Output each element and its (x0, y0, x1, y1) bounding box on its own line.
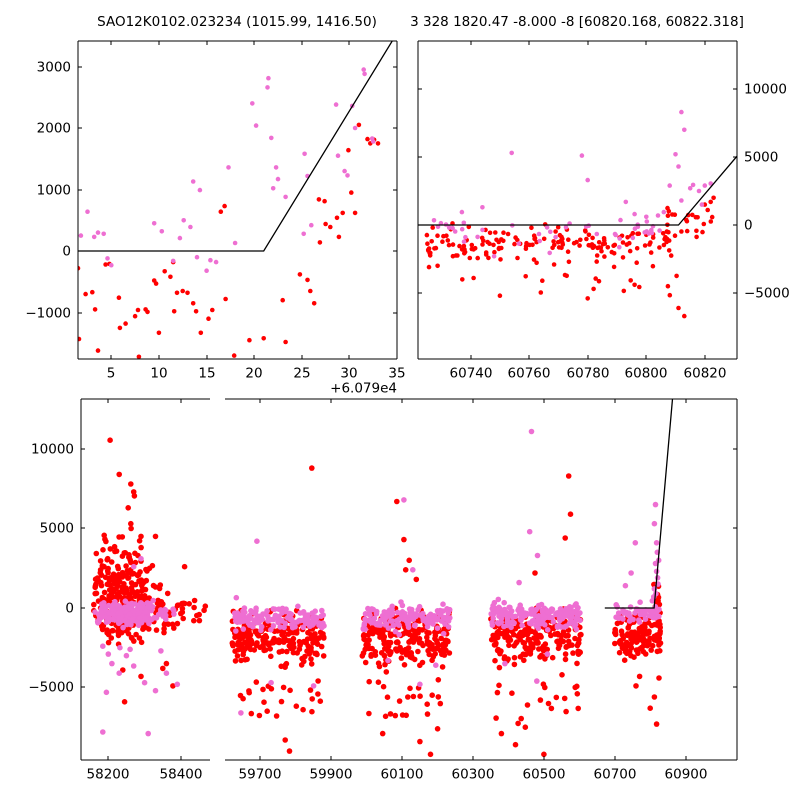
panel-top-right-recent (418, 109, 737, 319)
y-tick-label: 3000 (37, 60, 71, 76)
tick-marks-bottom-left-history (81, 399, 182, 760)
violet-scatter-series (231, 428, 662, 716)
axes-spines-top-left-zoom (77, 40, 398, 360)
x-tick-label: 30 (340, 366, 357, 382)
panel-bottom-right-history (229, 399, 674, 758)
red-scatter-series (91, 437, 209, 705)
red-scatter-series (229, 465, 664, 758)
y-tick-label: −5000 (28, 680, 74, 696)
red-scatter-series (424, 195, 716, 319)
x-tick-label: 59900 (310, 767, 353, 783)
y-tick-label: −1000 (25, 306, 71, 322)
model-fit-line (604, 399, 674, 609)
x-tick-label: 58400 (160, 767, 203, 783)
subplot-title-left: SAO12K0102.023234 (1015.99, 1416.50) (97, 14, 377, 30)
x-tick-label: 15 (198, 366, 215, 382)
panel-bottom-left-history (91, 437, 209, 737)
y-tick-label: 5000 (40, 521, 74, 537)
x-tick-label: 35 (388, 366, 405, 382)
axes-spines-bottom-left-history (80, 398, 210, 761)
x-tick-label: 60760 (508, 366, 551, 382)
x-tick-label: 5 (107, 366, 116, 382)
x-tick-label: 60900 (665, 767, 708, 783)
tick-labels-bottom-right-history: 59700 59900 60100 60300 60500 60700 60900 (239, 767, 708, 783)
y-tick-label: 1000 (37, 183, 71, 199)
subplot-title-right: 3 328 1820.47 -8.000 -8 [60820.168, 6082… (410, 14, 744, 30)
y-tick-label: 0 (62, 244, 71, 260)
violet-scatter-series (431, 109, 713, 259)
x-tick-label: 60100 (381, 767, 424, 783)
x-tick-label: 60800 (625, 366, 668, 382)
tick-marks-top-left-zoom (78, 41, 398, 359)
x-tick-label: 20 (245, 366, 262, 382)
x-tick-label: 60300 (452, 767, 495, 783)
x-tick-label: 10 (150, 366, 167, 382)
y-tick-label: 0 (65, 601, 74, 617)
tick-labels-top-right-recent: 60740 60760 60780 60800 60820 −5000 0 5000 10000 (450, 82, 790, 382)
x-tick-label: 25 (293, 366, 310, 382)
y-tick-label: 0 (744, 218, 753, 234)
x-tick-label: 60500 (523, 767, 566, 783)
axes-spines-top-right-recent (417, 40, 738, 360)
y-tick-label: −5000 (744, 286, 790, 302)
y-tick-label: 2000 (37, 121, 71, 137)
y-tick-label: 5000 (744, 150, 778, 166)
x-tick-label: 60820 (684, 366, 727, 382)
violet-scatter-series (78, 67, 376, 274)
x-tick-label: 60780 (567, 366, 610, 382)
x-tick-label: 58200 (87, 767, 130, 783)
tick-labels-bottom-left-history: 58200 58400 −5000 0 5000 10000 (28, 442, 202, 783)
tick-labels-top-left-zoom: 5 10 15 20 25 30 35 −1000 0 1000 2000 3000 (25, 60, 405, 382)
y-tick-label: 10000 (744, 82, 787, 98)
tick-marks-bottom-right-history (259, 399, 737, 760)
panel-top-left-zoom (78, 41, 393, 359)
model-fit-line (418, 155, 737, 226)
y-tick-label: 10000 (31, 442, 74, 458)
red-scatter-series (78, 122, 381, 359)
x-axis-offset-label: +6.079e4 (330, 381, 397, 397)
tick-marks-top-right-recent (418, 41, 737, 359)
axes-spines-bottom-right-history (225, 398, 738, 761)
x-tick-label: 60700 (594, 767, 637, 783)
violet-scatter-series (92, 555, 181, 737)
x-tick-label: 59700 (239, 767, 282, 783)
x-tick-label: 60740 (450, 366, 493, 382)
model-fit-line (78, 41, 393, 252)
